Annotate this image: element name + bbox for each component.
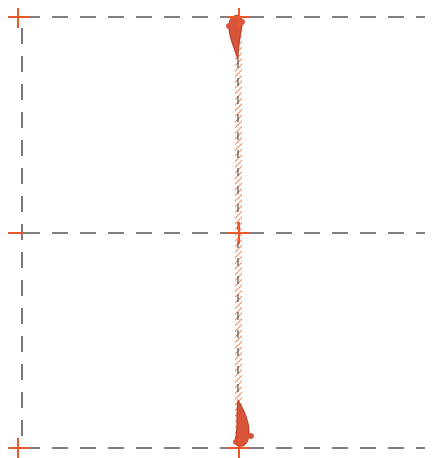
cross — [8, 8, 30, 28]
handle-dot — [248, 433, 254, 439]
handle-dot — [239, 19, 245, 25]
cross — [228, 8, 250, 28]
cross — [228, 438, 250, 458]
cross — [228, 222, 250, 244]
handle-dot — [226, 23, 232, 29]
handle-dot — [233, 439, 239, 445]
cross — [8, 438, 30, 458]
crosses — [8, 8, 250, 458]
